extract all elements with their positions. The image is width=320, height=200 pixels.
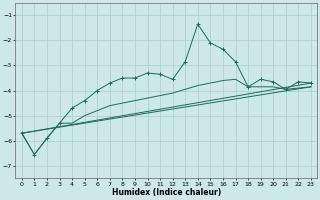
X-axis label: Humidex (Indice chaleur): Humidex (Indice chaleur) — [112, 188, 221, 197]
